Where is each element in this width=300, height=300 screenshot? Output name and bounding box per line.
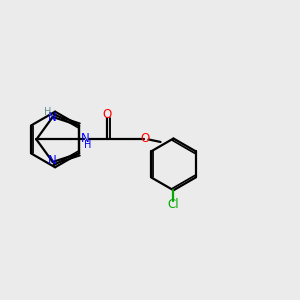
- Text: N: N: [47, 154, 56, 167]
- Text: H: H: [83, 140, 91, 150]
- Text: N: N: [48, 111, 57, 124]
- Text: O: O: [103, 108, 112, 122]
- Text: N: N: [81, 132, 90, 145]
- Text: Cl: Cl: [168, 198, 179, 211]
- Text: H: H: [44, 107, 52, 117]
- Text: O: O: [140, 132, 149, 145]
